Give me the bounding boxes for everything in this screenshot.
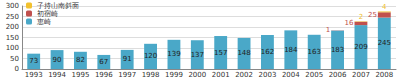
svg-text:148: 148 <box>237 49 250 57</box>
svg-text:50: 50 <box>10 55 19 63</box>
svg-text:100: 100 <box>6 44 19 52</box>
svg-text:2001: 2001 <box>212 71 230 79</box>
svg-text:1: 1 <box>326 26 330 34</box>
svg-text:250: 250 <box>6 13 19 21</box>
svg-text:1998: 1998 <box>142 71 160 79</box>
svg-text:2005: 2005 <box>305 71 323 79</box>
svg-text:子持山南斜面: 子持山南斜面 <box>37 2 79 10</box>
svg-text:2000: 2000 <box>188 71 206 79</box>
svg-text:90: 90 <box>53 56 62 64</box>
svg-text:16: 16 <box>345 19 354 27</box>
svg-text:150: 150 <box>6 34 19 42</box>
svg-text:1997: 1997 <box>118 71 136 79</box>
svg-text:162: 162 <box>261 48 274 56</box>
svg-text:139: 139 <box>167 50 180 58</box>
svg-text:初宿崎: 初宿崎 <box>37 10 58 18</box>
svg-text:1994: 1994 <box>48 71 66 79</box>
svg-text:恵崎: 恵崎 <box>36 18 51 26</box>
svg-text:245: 245 <box>378 39 391 47</box>
svg-text:2007: 2007 <box>352 71 370 79</box>
svg-text:2008: 2008 <box>375 71 393 79</box>
svg-text:0: 0 <box>15 65 19 73</box>
svg-text:4: 4 <box>382 3 387 11</box>
svg-text:1993: 1993 <box>25 71 43 79</box>
svg-text:2004: 2004 <box>282 71 300 79</box>
svg-text:120: 120 <box>144 52 157 60</box>
svg-text:82: 82 <box>76 56 85 64</box>
svg-text:67: 67 <box>99 58 108 66</box>
svg-text:1996: 1996 <box>95 71 113 79</box>
svg-text:157: 157 <box>214 49 227 57</box>
svg-text:137: 137 <box>191 51 204 59</box>
svg-text:200: 200 <box>6 23 19 31</box>
svg-text:25: 25 <box>368 11 377 19</box>
svg-text:2006: 2006 <box>329 71 347 79</box>
svg-text:2002: 2002 <box>235 71 253 79</box>
svg-text:2: 2 <box>359 13 363 21</box>
svg-text:73: 73 <box>29 57 38 65</box>
svg-text:183: 183 <box>331 46 344 54</box>
svg-text:163: 163 <box>308 48 321 56</box>
svg-text:300: 300 <box>6 2 19 10</box>
svg-text:184: 184 <box>284 46 298 54</box>
svg-text:2003: 2003 <box>259 71 277 79</box>
svg-text:1999: 1999 <box>165 71 183 79</box>
svg-text:1995: 1995 <box>72 71 90 79</box>
svg-text:91: 91 <box>123 55 132 63</box>
svg-text:209: 209 <box>354 43 367 51</box>
